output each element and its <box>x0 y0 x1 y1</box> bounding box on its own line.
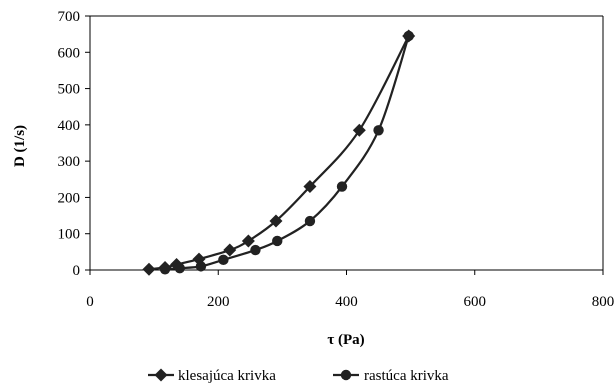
data-point-klesajuca <box>352 123 366 137</box>
data-point-rastuca <box>373 125 384 136</box>
y-tick-label: 700 <box>58 9 81 25</box>
data-point-rastuca <box>250 244 261 256</box>
x-tick-label: 800 <box>592 294 615 310</box>
y-tick-label: 100 <box>58 227 81 243</box>
y-tick-label: 200 <box>58 190 81 206</box>
data-point-rastuca <box>336 181 348 192</box>
data-point-klesajuca <box>142 262 156 276</box>
y-tick-label: 500 <box>58 82 81 98</box>
data-point-klesajuca <box>223 243 237 257</box>
y-axis-title: D (1/s) <box>12 125 28 167</box>
y-tick-label: 400 <box>58 118 81 134</box>
y-tick-label: 600 <box>58 45 81 61</box>
x-tick-label: 400 <box>335 294 358 310</box>
data-point-rastuca <box>159 264 171 275</box>
axes: 0 100 200 300 400 500 600 700 0 200 400 600 800 <box>58 9 615 310</box>
data-point-klesajuca <box>241 234 255 248</box>
series-layer <box>142 29 416 276</box>
x-tick-label: 200 <box>207 294 230 310</box>
legend-item-rastuca: rastúca krivka <box>333 368 449 383</box>
series-rastuca <box>159 30 414 275</box>
legend-marker-rastuca <box>340 369 352 381</box>
legend-label-rastuca: rastúca krivka <box>364 368 449 383</box>
y-tick-label: 0 <box>73 263 81 279</box>
data-point-klesajuca <box>269 214 283 228</box>
x-tick-label: 0 <box>86 294 94 310</box>
data-point-rastuca <box>304 215 316 227</box>
legend: klesajúca krivka rastúca krivka <box>148 368 449 383</box>
data-point-rastuca <box>272 235 283 247</box>
legend-item-klesajuca: klesajúca krivka <box>148 368 276 383</box>
legend-label-klesajuca: klesajúca krivka <box>178 368 276 383</box>
y-tick-label: 300 <box>58 154 81 170</box>
data-point-rastuca <box>403 30 414 42</box>
x-axis-title: τ (Pa) <box>327 332 364 348</box>
data-point-klesajuca <box>303 180 317 194</box>
x-tick-label: 600 <box>464 294 487 310</box>
data-point-rastuca <box>174 262 185 274</box>
series-line-rastuca <box>164 35 410 271</box>
series-line-klesajuca <box>148 35 410 271</box>
data-point-rastuca <box>195 261 207 272</box>
legend-marker-klesajuca <box>154 368 168 382</box>
data-point-rastuca <box>218 254 229 266</box>
